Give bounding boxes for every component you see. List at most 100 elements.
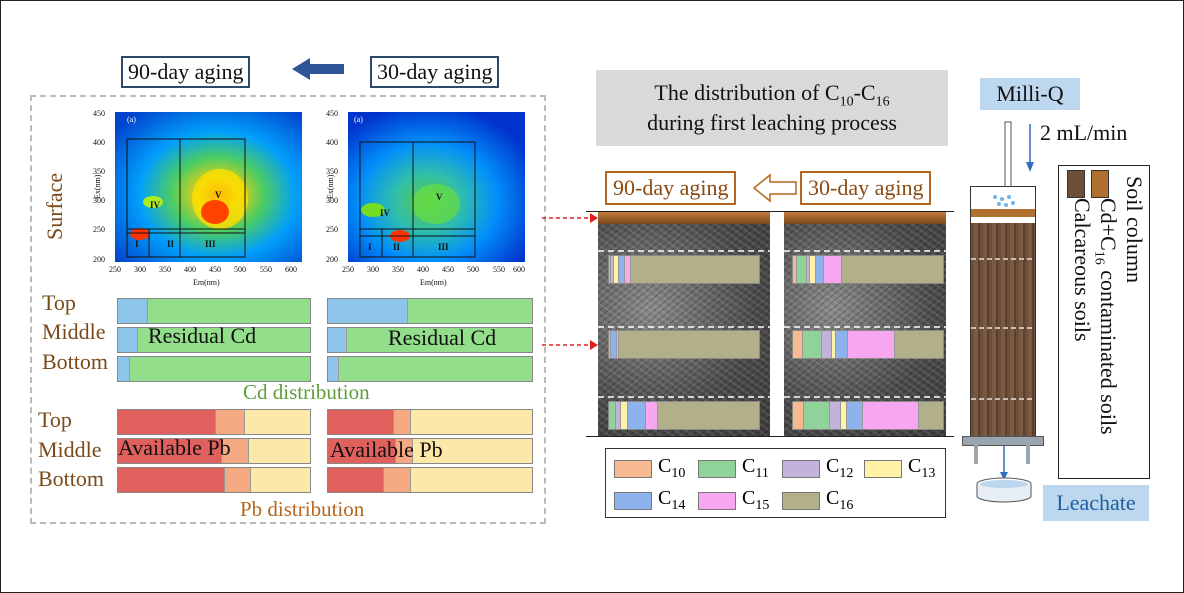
svg-text:550: 550 [493,265,505,274]
cd-30-segment [328,328,348,352]
pb-90-segment [249,439,310,463]
hc-30-segment [806,256,811,283]
svg-text:300: 300 [134,265,146,274]
pb-distribution-caption: Pb distribution [240,497,365,521]
hc-90-row-1 [608,330,760,359]
center-title-box: The distribution of C10-C16 during first… [596,70,948,146]
hc-30-segment [918,402,943,429]
pb-available-label-30: Available Pb [330,437,443,462]
svg-text:I: I [135,239,139,249]
hc-90-segment [624,256,632,283]
pb-30-row-2 [327,467,533,493]
legend-label: C11 [742,455,769,481]
eem-x-axis-title-90: Em(nm) [193,278,220,287]
pb-30-segment [410,468,532,492]
pb-90-segment [221,439,250,463]
svg-text:450: 450 [442,265,454,274]
milliq-label: Milli-Q [980,78,1080,110]
pb-90-segment [225,468,252,492]
cd-30-row-0 [327,298,533,324]
svg-text:400: 400 [184,265,196,274]
pb-90-segment [215,410,246,434]
hc-90-segment [615,402,622,429]
legend-swatch [782,459,820,478]
hc-30-row-0 [792,255,944,284]
pb-90-segment [245,410,310,434]
hc-90-segment [609,402,616,429]
column-leg-right [1026,444,1030,464]
legend-label: C13 [908,455,936,481]
pb-30-segment [328,439,396,463]
legend-label: C16 [826,487,854,513]
column-leg-left [974,444,978,464]
pb-30-row-1 [327,438,533,464]
legend-swatch [614,491,652,510]
legend-label: C15 [742,487,770,513]
legend-item-c12: C12 [782,455,853,482]
eem-plot-90: (a) I II III IV V 450 400 350 300 250 200 250 30… [85,104,315,290]
pb-available-label-90: Available Pb [118,435,231,460]
svg-text:350: 350 [93,167,105,176]
svg-text:II: II [393,242,401,252]
hc-90-segment [646,402,658,429]
svg-text:V: V [215,190,222,200]
cd-label-bottom: Bottom [42,349,109,374]
soil-top-layer-90 [598,212,770,224]
svg-text:250: 250 [342,265,354,274]
hc-30-segment [842,256,943,283]
svg-text:600: 600 [513,265,525,274]
legend-label: C10 [658,455,686,481]
hc-30-segment [840,402,848,429]
svg-text:Em(nm): Em(nm) [420,278,447,287]
soil-top-line [586,211,954,212]
pb-90-segment [118,468,226,492]
hc-90-row-2 [608,401,760,430]
center-title-line1: The distribution of C10-C16 [654,80,890,110]
svg-text:V: V [436,192,443,202]
cd-residual-label-90: Residual Cd [148,323,257,348]
hc-30-segment [802,331,823,358]
hc-30-segment [804,402,830,429]
svg-text:250: 250 [93,225,105,234]
hc-30-row-2 [792,401,944,430]
cd-90-segment [147,299,310,323]
cd-30-segment [328,357,340,381]
pb-label-middle: Middle [38,437,102,462]
legend-swatch [782,491,820,510]
left-dashed-panel [30,95,546,524]
svg-text:Ex(nm): Ex(nm) [93,174,102,199]
soil-bottom-line [586,436,954,437]
svg-text:IV: IV [150,200,161,210]
hc-90-segment [611,331,617,358]
label-30-day-aging-left: 30-day aging [370,56,500,88]
legend-label: C12 [826,455,854,481]
eem-panel-label-30: (a) [354,115,363,124]
label-30-day-aging-center: 30-day aging [800,171,932,205]
pb-label-bottom: Bottom [38,466,105,491]
hc-90-segment [613,256,620,283]
svg-text:250: 250 [109,265,121,274]
hc-legend: C10 C11 C12 C13 C14 C15 C16 [605,448,946,518]
svg-text:550: 550 [260,265,272,274]
cd-90-segment [118,328,139,352]
leachate-label: Leachate [1043,485,1149,521]
column-base [962,436,1044,446]
pb-30-segment [410,410,532,434]
pb-90-row-2 [117,467,311,493]
svg-text:600: 600 [285,265,297,274]
pb-90-row-0 [117,409,311,435]
svg-text:350: 350 [159,265,171,274]
hc-30-segment [823,256,843,283]
legend-item-c15: C15 [698,487,769,514]
cd-30-row-2 [327,356,533,382]
svg-text:200: 200 [326,255,338,264]
pb-30-row-0 [327,409,533,435]
label-90-day-aging-center: 90-day aging [605,171,737,205]
soil-layer-dividers [598,250,946,398]
cd-30-segment [339,357,532,381]
svg-text:300: 300 [93,196,105,205]
leachate-dish-icon [976,446,1032,503]
hc-30-segment [793,331,803,358]
svg-text:450: 450 [93,109,105,118]
hc-30-segment [793,256,797,283]
